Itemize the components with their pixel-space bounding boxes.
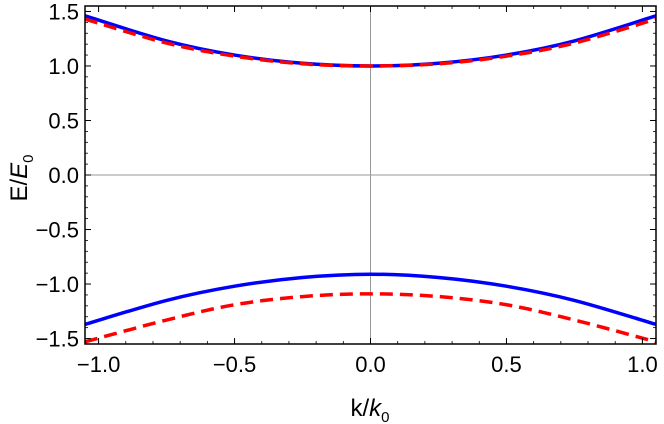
x-tick-label: −1.0 bbox=[77, 352, 120, 377]
series-line-2 bbox=[85, 17, 656, 68]
y-tick-label: −1.0 bbox=[36, 272, 79, 297]
y-tick-label: 0.0 bbox=[48, 163, 79, 188]
x-tick-label: 0.5 bbox=[491, 352, 522, 377]
x-axis-ticks: −1.0 −0.5 0.0 0.5 1.0 bbox=[77, 6, 658, 377]
y-tick-label: 1.5 bbox=[48, 0, 79, 24]
x-tick-label: 0.0 bbox=[355, 352, 386, 377]
y-tick-label: 1.0 bbox=[48, 54, 79, 79]
y-tick-label: −0.5 bbox=[36, 218, 79, 243]
y-axis-ticks: 1.5 1.0 0.5 0.0 −0.5 −1.0 −1.5 bbox=[36, 0, 656, 352]
series-line-3 bbox=[85, 272, 656, 327]
zero-axes bbox=[85, 6, 656, 344]
x-axis-title: k/k0 bbox=[350, 395, 389, 424]
y-tick-label: −1.5 bbox=[36, 327, 79, 352]
x-tick-label: −0.5 bbox=[213, 352, 256, 377]
series-line-4 bbox=[85, 292, 656, 344]
y-axis-title: E/E0 bbox=[6, 154, 37, 201]
plot-series bbox=[85, 14, 656, 344]
y-tick-label: 0.5 bbox=[48, 108, 79, 133]
x-tick-label: 1.0 bbox=[627, 352, 658, 377]
